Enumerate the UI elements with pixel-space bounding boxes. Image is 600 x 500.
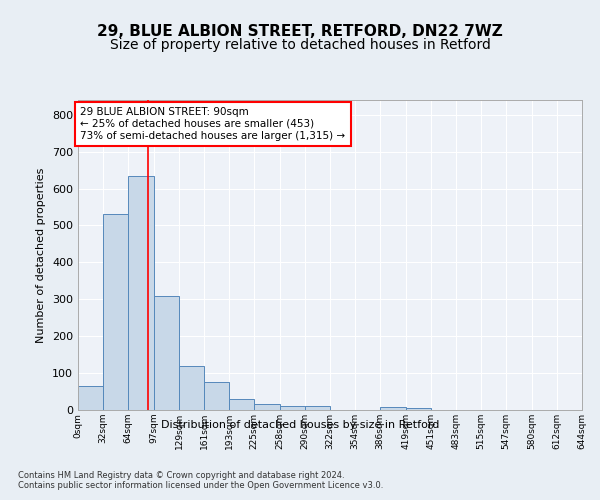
Bar <box>103 214 128 410</box>
Bar <box>179 366 204 410</box>
Bar <box>406 408 431 410</box>
Y-axis label: Number of detached properties: Number of detached properties <box>37 168 46 342</box>
Bar <box>305 406 330 410</box>
Text: Distribution of detached houses by size in Retford: Distribution of detached houses by size … <box>161 420 439 430</box>
Bar <box>229 399 254 410</box>
Text: Size of property relative to detached houses in Retford: Size of property relative to detached ho… <box>110 38 490 52</box>
Bar <box>128 176 154 410</box>
Text: Contains HM Land Registry data © Crown copyright and database right 2024.: Contains HM Land Registry data © Crown c… <box>18 472 344 480</box>
Bar <box>380 407 406 410</box>
Bar <box>254 404 280 410</box>
Bar <box>154 296 179 410</box>
Text: Contains public sector information licensed under the Open Government Licence v3: Contains public sector information licen… <box>18 482 383 490</box>
Bar <box>280 406 305 410</box>
Bar <box>204 382 229 410</box>
Text: 29, BLUE ALBION STREET, RETFORD, DN22 7WZ: 29, BLUE ALBION STREET, RETFORD, DN22 7W… <box>97 24 503 38</box>
Bar <box>78 386 103 410</box>
Text: 29 BLUE ALBION STREET: 90sqm
← 25% of detached houses are smaller (453)
73% of s: 29 BLUE ALBION STREET: 90sqm ← 25% of de… <box>80 108 346 140</box>
